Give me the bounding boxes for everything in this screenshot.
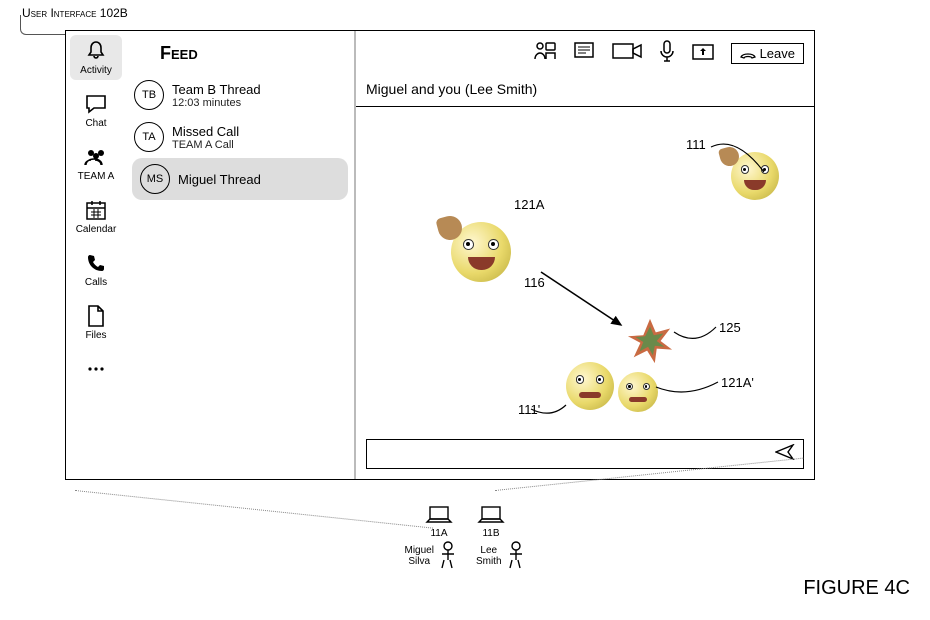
- sidebar-item-more[interactable]: [70, 353, 122, 385]
- more-icon: [86, 357, 106, 381]
- app-window: Activity Chat TEAM A Calendar Calls Files Fee…: [65, 30, 815, 480]
- send-icon[interactable]: [775, 444, 795, 465]
- feed-item[interactable]: TA Missed CallTEAM A Call: [126, 116, 354, 158]
- ui-label-leader: [20, 15, 70, 35]
- people-icon[interactable]: [533, 41, 557, 66]
- person-figure: LeeSmith: [476, 541, 526, 571]
- participants-label: Miguel and you (Lee Smith): [366, 81, 537, 97]
- bell-icon: [84, 39, 108, 63]
- team-icon: [83, 145, 109, 169]
- camera-icon[interactable]: [611, 41, 643, 66]
- sidebar-item-calls[interactable]: Calls: [70, 247, 122, 292]
- avatar: TB: [134, 80, 164, 110]
- person-figure: MiguelSilva: [404, 541, 457, 571]
- person-name: LeeSmith: [476, 545, 502, 567]
- feed-item[interactable]: TB Team B Thread12:03 minutes: [126, 74, 354, 116]
- feed-panel: Feed TB Team B Thread12:03 minutes TA Misse…: [126, 31, 356, 479]
- reaction-canvas: 111 121A 116 125 121A' 111': [356, 107, 814, 431]
- chat-icon: [84, 92, 108, 116]
- sidebar-item-activity[interactable]: Activity: [70, 35, 122, 80]
- reference-label: 111: [686, 137, 706, 152]
- feed-item-text: Missed CallTEAM A Call: [172, 124, 239, 151]
- phone-icon: [85, 251, 107, 275]
- feed-item-text: Miguel Thread: [178, 172, 261, 187]
- sidebar-item-label: Chat: [85, 118, 106, 129]
- sidebar-item-label: TEAM A: [78, 171, 115, 182]
- figure-legend: 11A 11B MiguelSilva LeeSmith: [350, 505, 580, 571]
- file-icon: [86, 304, 106, 328]
- feed-item-title: Missed Call: [172, 124, 239, 139]
- call-toolbar: Leave: [533, 39, 804, 68]
- leave-label: Leave: [760, 46, 795, 61]
- share-icon[interactable]: [691, 41, 715, 66]
- reference-label: 116: [524, 275, 545, 290]
- reference-label: 121A: [514, 197, 544, 212]
- sidebar-item-label: Files: [85, 330, 106, 341]
- feed-item-title: Team B Thread: [172, 82, 261, 97]
- feed-item-text: Team B Thread12:03 minutes: [172, 82, 261, 109]
- laptop-icon: 11A: [425, 505, 453, 539]
- feed-item-subtitle: TEAM A Call: [172, 139, 239, 151]
- sidebar-item-files[interactable]: Files: [70, 300, 122, 345]
- message-icon[interactable]: [573, 41, 595, 66]
- sidebar-item-label: Activity: [80, 65, 112, 76]
- person-icon: [438, 541, 458, 571]
- feed-item[interactable]: MS Miguel Thread: [132, 158, 348, 200]
- feed-title: Feed: [160, 43, 354, 64]
- sidebar-item-label: Calls: [85, 277, 107, 288]
- sidebar-item-label: Calendar: [76, 224, 117, 235]
- sidebar-item-calendar[interactable]: Calendar: [70, 194, 122, 239]
- laptop-icon: 11B: [477, 505, 505, 539]
- mic-icon[interactable]: [659, 39, 675, 68]
- reference-label: 121A': [721, 375, 754, 390]
- hangup-icon: [740, 49, 756, 59]
- main-panel: Leave Miguel and you (Lee Smith) 111 121A…: [356, 31, 814, 479]
- feed-item-title: Miguel Thread: [178, 172, 261, 187]
- sidebar-item-team-a[interactable]: TEAM A: [70, 141, 122, 186]
- person-name: MiguelSilva: [404, 545, 433, 567]
- reference-label: 111': [518, 402, 540, 417]
- nav-sidebar: Activity Chat TEAM A Calendar Calls Files: [66, 31, 126, 479]
- sidebar-item-chat[interactable]: Chat: [70, 88, 122, 133]
- person-icon: [506, 541, 526, 571]
- figure-number: FIGURE 4C: [803, 577, 910, 600]
- reference-label: 125: [719, 320, 741, 335]
- calendar-icon: [85, 198, 107, 222]
- leave-button[interactable]: Leave: [731, 43, 804, 64]
- avatar: MS: [140, 164, 170, 194]
- avatar: TA: [134, 122, 164, 152]
- feed-item-subtitle: 12:03 minutes: [172, 97, 261, 109]
